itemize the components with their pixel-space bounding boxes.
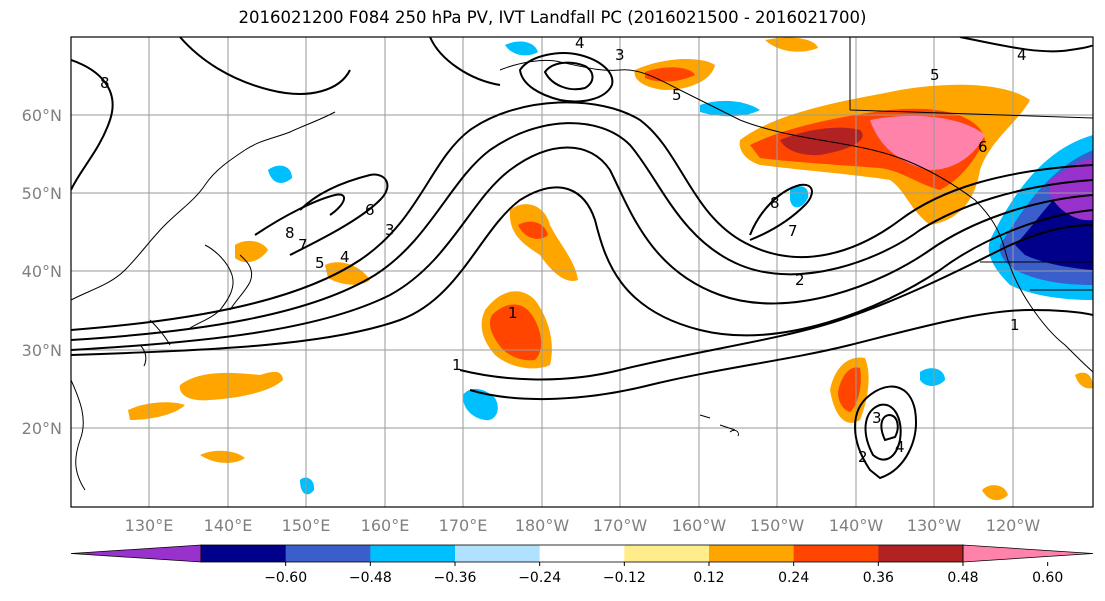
shade-positive-nw-pink [870, 115, 985, 170]
colorbar-tick-label: 0.60 [1032, 570, 1063, 586]
shade-positive-japan2 [235, 240, 268, 263]
lat-label: 40°N [22, 262, 62, 281]
lon-label: 140°E [204, 516, 253, 535]
contour-label: 3 [385, 221, 395, 239]
lon-label: 130°W [907, 516, 962, 535]
contour-labels: 8 4 3 5 6 7 8 5 4 3 1 8 7 2 1 6 5 4 1 3 … [100, 34, 1027, 466]
lon-label: 130°E [125, 516, 174, 535]
colorbar-tick-label: −0.48 [349, 570, 392, 586]
colorbar-tick-label: −0.12 [603, 570, 646, 586]
colorbar: −0.60 −0.48 −0.36 −0.24 −0.12 0.12 0.24 0.36 0.4… [70, 544, 1094, 586]
lon-label: 170°E [439, 516, 488, 535]
contour-label: 1 [1010, 316, 1020, 334]
shade-positive-central-north-core [518, 221, 548, 239]
contour-label: 2 [795, 271, 805, 289]
contour-label: 6 [978, 138, 988, 156]
colorbar-tick-label: 0.48 [947, 570, 978, 586]
contour-label: 5 [315, 254, 325, 272]
colorbar-tick-label: −0.24 [518, 570, 561, 586]
contour-label: 2 [858, 448, 868, 466]
lon-label: 140°W [829, 516, 884, 535]
shade-positive-spot8 [982, 485, 1008, 501]
colorbar-segment [793, 545, 879, 562]
lon-label: 160°E [361, 516, 410, 535]
shade-negative-spot6 [300, 477, 315, 495]
lat-labels: 60°N 50°N 40°N 30°N 20°N [22, 106, 62, 438]
lat-label: 20°N [22, 419, 62, 438]
shade-positive-alaska [765, 37, 818, 52]
lat-label: 30°N [22, 341, 62, 360]
shade-negative-west-core [1050, 158, 1093, 221]
colorbar-tick-label: −0.60 [264, 570, 307, 586]
contour-label: 4 [895, 438, 905, 456]
graticule [71, 37, 1093, 507]
shade-negative-spot1 [462, 388, 498, 421]
shade-positive-wpac-strip2 [128, 402, 185, 420]
contour-label: 5 [672, 86, 682, 104]
shade-positive-wpac-strip [179, 371, 283, 401]
map-frame [70, 36, 1094, 508]
colorbar-segment [709, 545, 795, 562]
contour-label: 4 [575, 34, 585, 52]
colorbar-tick-label: 0.24 [778, 570, 809, 586]
lon-label: 160°W [672, 516, 727, 535]
contour-label: 8 [100, 74, 110, 92]
lon-label: 150°E [282, 516, 331, 535]
shade-negative-spot5 [505, 41, 538, 56]
colorbar-segment [624, 545, 710, 562]
shade-positive-wpac-strip3 [200, 450, 245, 463]
pv-contours [71, 37, 1093, 480]
contour-label: 8 [285, 224, 295, 242]
map-title: 2016021200 F084 250 hPa PV, IVT Landfall… [238, 8, 867, 27]
colorbar-segment [285, 545, 371, 562]
colorbar-segment [455, 545, 541, 562]
colorbar-extend-high [962, 544, 1094, 563]
shade-positive-central-core [489, 304, 542, 361]
shade-negative-spot2 [700, 100, 760, 117]
lon-labels: 130°E 140°E 150°E 160°E 170°E 180°W 170°… [125, 516, 1041, 535]
colorbar-frame [200, 544, 964, 563]
shade-positive-subtropic-east-core [838, 367, 861, 412]
colorbar-segment [370, 545, 456, 562]
coastlines [71, 37, 1093, 491]
shade-negative-spot7 [268, 165, 292, 183]
contour-label: 3 [872, 409, 882, 427]
colorbar-tick-label: 0.36 [863, 570, 894, 586]
contour-label: 4 [340, 248, 350, 266]
shade-positive-spot9 [1075, 372, 1093, 389]
contour-label: 3 [615, 46, 625, 64]
shade-positive-bering-core [645, 67, 695, 82]
colorbar-extend-low [70, 544, 202, 563]
lon-label: 180°W [515, 516, 570, 535]
contour-label: 4 [1017, 46, 1027, 64]
colorbar-segment [878, 545, 964, 562]
shade-positive-nw-max [780, 127, 863, 156]
contour-label: 1 [508, 304, 518, 322]
colorbar-tick-label: 0.12 [693, 570, 724, 586]
colorbar-tick-label: −0.36 [434, 570, 477, 586]
shade-negative-spot3 [790, 186, 809, 208]
lat-label: 60°N [22, 106, 62, 125]
colorbar-segment [201, 545, 287, 562]
contour-label: 8 [770, 194, 780, 212]
shade-positive-japan [325, 262, 370, 285]
lon-label: 120°W [986, 516, 1041, 535]
contour-label: 7 [788, 222, 798, 240]
lat-label: 50°N [22, 184, 62, 203]
colorbar-segment [539, 545, 625, 562]
contour-label: 7 [298, 236, 308, 254]
shade-negative-spot4 [920, 368, 945, 386]
lon-label: 170°W [593, 516, 648, 535]
lon-label: 150°W [750, 516, 805, 535]
contour-label: 6 [365, 201, 375, 219]
contour-label: 5 [930, 66, 940, 84]
contour-label: 1 [452, 356, 462, 374]
